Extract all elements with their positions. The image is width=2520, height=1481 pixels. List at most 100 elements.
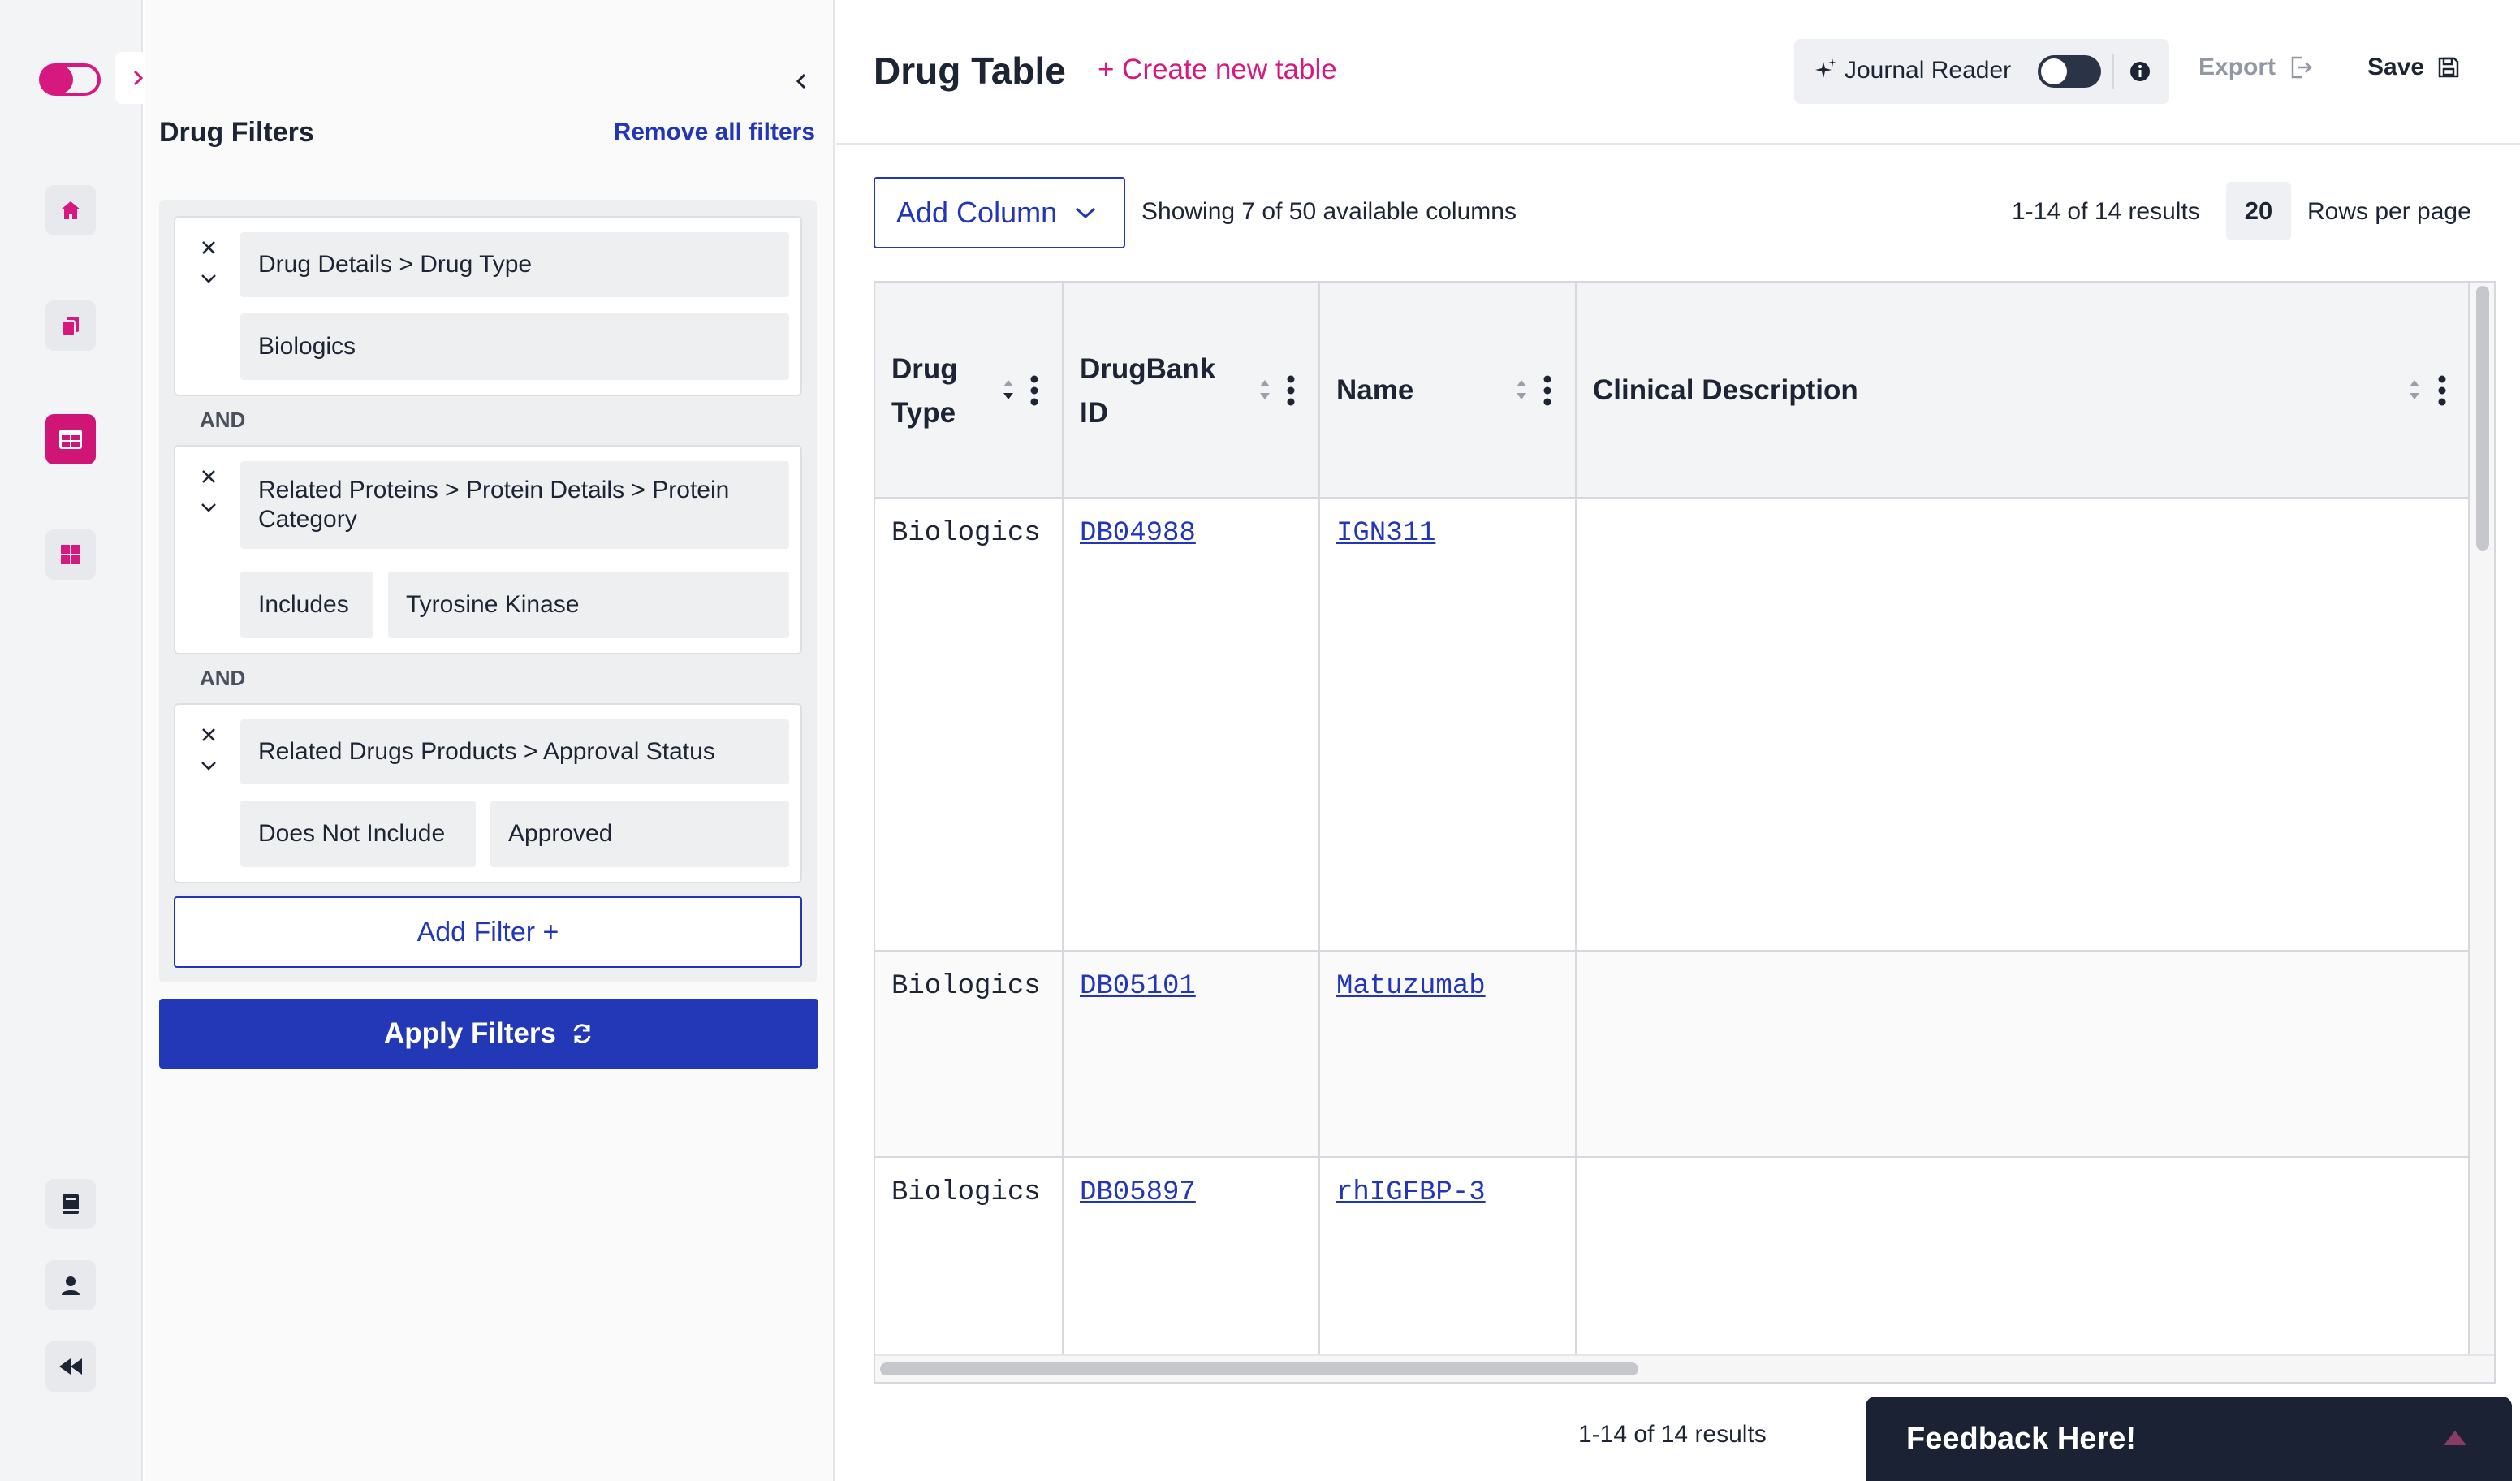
horizontal-scrollbar[interactable] — [875, 1354, 2494, 1382]
column-label: Clinical Description — [1593, 374, 1858, 406]
column-header-drugbank-id[interactable]: DrugBank ID — [1064, 283, 1320, 497]
user-icon — [62, 1276, 80, 1295]
column-menu-icon[interactable] — [1286, 375, 1296, 406]
cell-drugbank-id: DB05897 — [1064, 1158, 1320, 1367]
collapse-filter-button[interactable] — [196, 266, 221, 291]
export-label: Export — [2199, 54, 2276, 80]
export-icon — [2291, 56, 2312, 79]
results-count-footer: 1-14 of 14 results — [1578, 1421, 1767, 1448]
close-icon — [202, 470, 215, 483]
filter-card: Drug Details > Drug Type Biologics — [174, 216, 802, 396]
drugbank-id-link[interactable]: DB05897 — [1080, 1177, 1196, 1208]
drug-table: Drug Type DrugBank ID Name Clinical Desc… — [874, 281, 2496, 1384]
remove-filter-button[interactable] — [196, 723, 221, 747]
export-button[interactable]: Export — [2199, 54, 2313, 81]
rows-per-page-label: Rows per page — [2307, 198, 2471, 225]
triangle-up-icon[interactable] — [2442, 1429, 2468, 1447]
rows-per-page-select[interactable]: 20 — [2226, 182, 2291, 240]
rail-collapse-button[interactable] — [45, 1341, 96, 1392]
column-label: DrugBank ID — [1080, 353, 1216, 429]
cell-name: IGN311 — [1320, 499, 1577, 950]
save-button[interactable]: Save — [2367, 54, 2460, 81]
journal-reader-toggle[interactable] — [2038, 55, 2101, 88]
sort-icon[interactable] — [1515, 377, 1528, 403]
collapse-filter-button[interactable] — [196, 753, 221, 778]
left-rail — [0, 0, 161, 1481]
horizontal-scrollbar-thumb[interactable] — [880, 1362, 1638, 1375]
rail-home-button[interactable] — [45, 185, 96, 235]
rail-journal-button[interactable] — [45, 1179, 96, 1229]
column-header-drug-type[interactable]: Drug Type — [875, 283, 1064, 497]
cell-drug-type: Biologics — [875, 499, 1064, 950]
floppy-disk-icon — [2438, 57, 2459, 78]
column-menu-icon[interactable] — [1029, 375, 1039, 406]
app-logo[interactable] — [39, 63, 101, 96]
save-label: Save — [2367, 54, 2425, 80]
collapse-filter-button[interactable] — [196, 495, 221, 520]
filter-card: Related Drugs Products > Approval Status… — [174, 703, 802, 883]
rail-documents-button[interactable] — [45, 300, 96, 351]
rail-tables-button[interactable] — [45, 414, 96, 464]
filter-value[interactable]: Approved — [490, 801, 789, 867]
column-header-clinical-description[interactable]: Clinical Description — [1577, 283, 2470, 497]
chevron-right-icon — [133, 70, 144, 86]
filter-connector: AND — [200, 666, 246, 690]
page-title: Drug Table — [874, 50, 1066, 92]
filters-panel: Drug Filters Remove all filters Drug Det… — [145, 0, 835, 1481]
vertical-scrollbar-thumb[interactable] — [2476, 286, 2489, 551]
chevron-down-icon — [201, 274, 216, 283]
vertical-scrollbar[interactable] — [2470, 283, 2494, 1382]
cell-drug-type: Biologics — [875, 1158, 1064, 1367]
filter-field[interactable]: Related Proteins > Protein Details > Pro… — [240, 461, 789, 549]
filter-list: Drug Details > Drug Type Biologics AND R… — [159, 200, 817, 982]
drug-name-link[interactable]: rhIGFBP-3 — [1336, 1177, 1486, 1208]
add-column-dropdown[interactable]: Add Column — [874, 177, 1125, 248]
grid-icon — [61, 545, 80, 564]
collapse-panel-button[interactable] — [786, 65, 818, 97]
close-icon — [202, 728, 215, 741]
remove-filter-button[interactable] — [196, 235, 221, 260]
drugbank-id-link[interactable]: DB04988 — [1080, 518, 1196, 549]
filter-operator[interactable]: Includes — [240, 572, 373, 638]
column-menu-icon[interactable] — [1543, 375, 1552, 406]
page-header: Drug Table + Create new table Journal Re… — [836, 0, 2520, 145]
table-row: Biologics DB05897 rhIGFBP-3 — [875, 1158, 2470, 1369]
column-menu-icon[interactable] — [2437, 375, 2447, 406]
filter-operator[interactable]: Does Not Include — [240, 801, 476, 867]
rail-dashboard-button[interactable] — [45, 529, 96, 580]
apply-filters-button[interactable]: Apply Filters — [159, 999, 818, 1069]
drugbank-id-link[interactable]: DB05101 — [1080, 971, 1196, 1002]
cell-name: rhIGFBP-3 — [1320, 1158, 1577, 1367]
home-icon — [61, 201, 80, 219]
column-header-name[interactable]: Name — [1320, 283, 1577, 497]
book-icon — [63, 1194, 79, 1214]
column-label: Name — [1336, 374, 1414, 406]
results-count: 1-14 of 14 results — [2012, 198, 2200, 225]
create-new-table-link[interactable]: + Create new table — [1098, 54, 1337, 85]
info-icon[interactable] — [2129, 60, 2151, 83]
sort-icon[interactable] — [1258, 377, 1271, 403]
remove-all-filters-link[interactable]: Remove all filters — [613, 119, 815, 145]
chevron-down-icon — [201, 762, 216, 771]
apply-filters-label: Apply Filters — [384, 1017, 556, 1049]
filter-field[interactable]: Related Drugs Products > Approval Status — [240, 719, 789, 784]
sort-icon[interactable] — [1002, 377, 1015, 403]
chevron-down-icon — [1076, 207, 1096, 219]
table-icon — [59, 430, 82, 449]
filter-field[interactable]: Drug Details > Drug Type — [240, 232, 789, 297]
cell-clinical-description — [1577, 499, 2470, 950]
drug-name-link[interactable]: Matuzumab — [1336, 971, 1486, 1002]
drug-name-link[interactable]: IGN311 — [1336, 518, 1436, 549]
filters-title: Drug Filters — [159, 117, 314, 148]
feedback-widget[interactable]: Feedback Here! — [1866, 1397, 2512, 1481]
cell-drugbank-id: DB05101 — [1064, 952, 1320, 1156]
add-filter-button[interactable]: Add Filter + — [174, 896, 802, 968]
sort-icon[interactable] — [2408, 377, 2421, 403]
rail-account-button[interactable] — [45, 1260, 96, 1310]
filter-value[interactable]: Biologics — [240, 313, 789, 380]
filter-value[interactable]: Tyrosine Kinase — [388, 572, 789, 638]
cell-clinical-description — [1577, 952, 2470, 1156]
table-row: Biologics DB04988 IGN311 — [875, 499, 2470, 952]
add-column-label: Add Column — [896, 196, 1058, 229]
remove-filter-button[interactable] — [196, 464, 221, 489]
